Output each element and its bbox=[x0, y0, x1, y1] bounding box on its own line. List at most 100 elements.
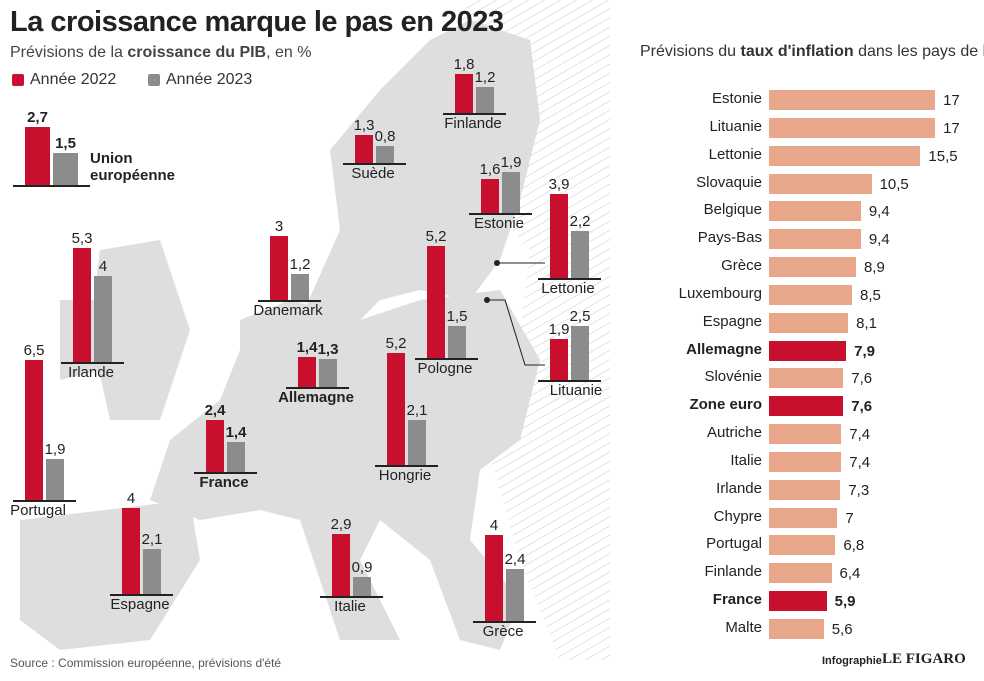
value-label: 1,9 bbox=[44, 441, 66, 459]
bar bbox=[455, 74, 473, 113]
value-label: 3 bbox=[274, 217, 284, 235]
land bbox=[20, 500, 200, 650]
legend-swatch bbox=[12, 74, 24, 86]
bar bbox=[769, 312, 849, 333]
bar bbox=[769, 618, 824, 639]
value-label: 7,6 bbox=[851, 370, 873, 388]
category-label: Chypre bbox=[713, 507, 762, 525]
category-label: Belgique bbox=[703, 201, 762, 219]
bar bbox=[476, 87, 494, 113]
value-label: 6,4 bbox=[839, 565, 861, 583]
bar bbox=[408, 419, 426, 465]
bar bbox=[25, 126, 50, 185]
bar bbox=[769, 451, 842, 472]
value-label: 2,4 bbox=[204, 402, 226, 420]
leader-dot bbox=[484, 297, 490, 303]
category-label: Portugal bbox=[10, 502, 66, 519]
value-label: 2,1 bbox=[406, 401, 428, 419]
bar bbox=[270, 235, 288, 300]
value-label: 4 bbox=[489, 517, 499, 534]
value-label: 15,5 bbox=[928, 147, 958, 165]
subtitle: Prévisions de la croissance du PIB, en % bbox=[10, 44, 311, 62]
bar bbox=[291, 274, 309, 300]
category-label: Suède bbox=[351, 165, 395, 182]
category-label: Danemark bbox=[253, 302, 323, 319]
baseline bbox=[443, 113, 506, 115]
bar bbox=[485, 535, 503, 621]
bar bbox=[571, 230, 589, 278]
bar bbox=[25, 360, 43, 500]
value-label: 4 bbox=[98, 258, 108, 275]
baseline bbox=[258, 300, 321, 302]
value-label: 8,5 bbox=[860, 286, 881, 304]
value-label: 1,2 bbox=[474, 69, 496, 87]
bar bbox=[332, 533, 350, 596]
value-label: 2,5 bbox=[569, 308, 591, 326]
category-label: Irlande bbox=[68, 364, 114, 381]
value-label: 1,8 bbox=[453, 56, 475, 74]
baseline bbox=[110, 594, 173, 596]
bar bbox=[769, 396, 844, 417]
legend-swatch bbox=[148, 74, 160, 86]
value-label: 1,4 bbox=[296, 338, 318, 356]
value-label: 10,5 bbox=[879, 175, 909, 193]
value-label: 5,2 bbox=[385, 335, 407, 353]
source: Source : Commission européenne, prévisio… bbox=[10, 656, 282, 670]
baseline bbox=[469, 213, 532, 215]
category-label: Zone euro bbox=[689, 396, 762, 414]
value-label: 5,2 bbox=[425, 228, 447, 246]
bar bbox=[769, 368, 844, 389]
value-label: 6,8 bbox=[843, 537, 865, 555]
land bbox=[90, 240, 190, 420]
bar bbox=[298, 356, 316, 387]
value-label: 4 bbox=[126, 490, 136, 507]
land bbox=[150, 290, 540, 650]
baseline bbox=[415, 358, 478, 360]
value-label: 9,4 bbox=[868, 231, 890, 249]
bar bbox=[73, 248, 91, 362]
category-label: Grèce bbox=[482, 623, 524, 640]
bar bbox=[769, 563, 832, 584]
baseline bbox=[343, 163, 406, 165]
category-label: Autriche bbox=[706, 424, 762, 442]
baseline bbox=[194, 472, 257, 474]
baseline bbox=[13, 185, 90, 187]
bar bbox=[387, 353, 405, 465]
bar bbox=[550, 339, 568, 380]
category-label: Portugal bbox=[706, 535, 762, 553]
legend-label: Année 2023 bbox=[166, 71, 253, 88]
category-label: France bbox=[712, 591, 762, 609]
baseline bbox=[13, 500, 76, 502]
bar bbox=[206, 420, 224, 472]
category-label: France bbox=[199, 474, 249, 491]
value-label: 2,1 bbox=[141, 530, 163, 548]
value-label: 1,3 bbox=[317, 341, 339, 359]
bar bbox=[94, 276, 112, 362]
category-label: Lettonie bbox=[708, 145, 762, 163]
value-label: 1,6 bbox=[479, 160, 501, 178]
bar bbox=[769, 173, 872, 194]
title: La croissance marque le pas en 2023 bbox=[10, 6, 504, 38]
bar bbox=[481, 178, 499, 213]
bar bbox=[769, 340, 847, 361]
category-label: Pays-Bas bbox=[697, 229, 762, 247]
baseline bbox=[61, 362, 124, 364]
category-label: Slovénie bbox=[704, 368, 762, 386]
value-label: 0,9 bbox=[351, 558, 373, 576]
value-label: 17 bbox=[943, 119, 960, 137]
bar bbox=[769, 257, 856, 278]
baseline bbox=[320, 596, 383, 598]
category-label: Italie bbox=[730, 451, 762, 469]
subtitle-part: Prévisions de la bbox=[10, 44, 128, 61]
value-label: 2,9 bbox=[330, 515, 352, 533]
bar bbox=[319, 359, 337, 387]
credit: Infographie bbox=[822, 655, 882, 667]
category-label: Grèce bbox=[721, 257, 762, 275]
value-label: 17 bbox=[943, 92, 960, 109]
bar bbox=[448, 325, 466, 358]
bar bbox=[769, 117, 936, 138]
baseline bbox=[473, 621, 536, 623]
value-label: 7,9 bbox=[854, 342, 876, 360]
title-part: dans les pays de la zone euro pour l'ann… bbox=[858, 43, 984, 60]
